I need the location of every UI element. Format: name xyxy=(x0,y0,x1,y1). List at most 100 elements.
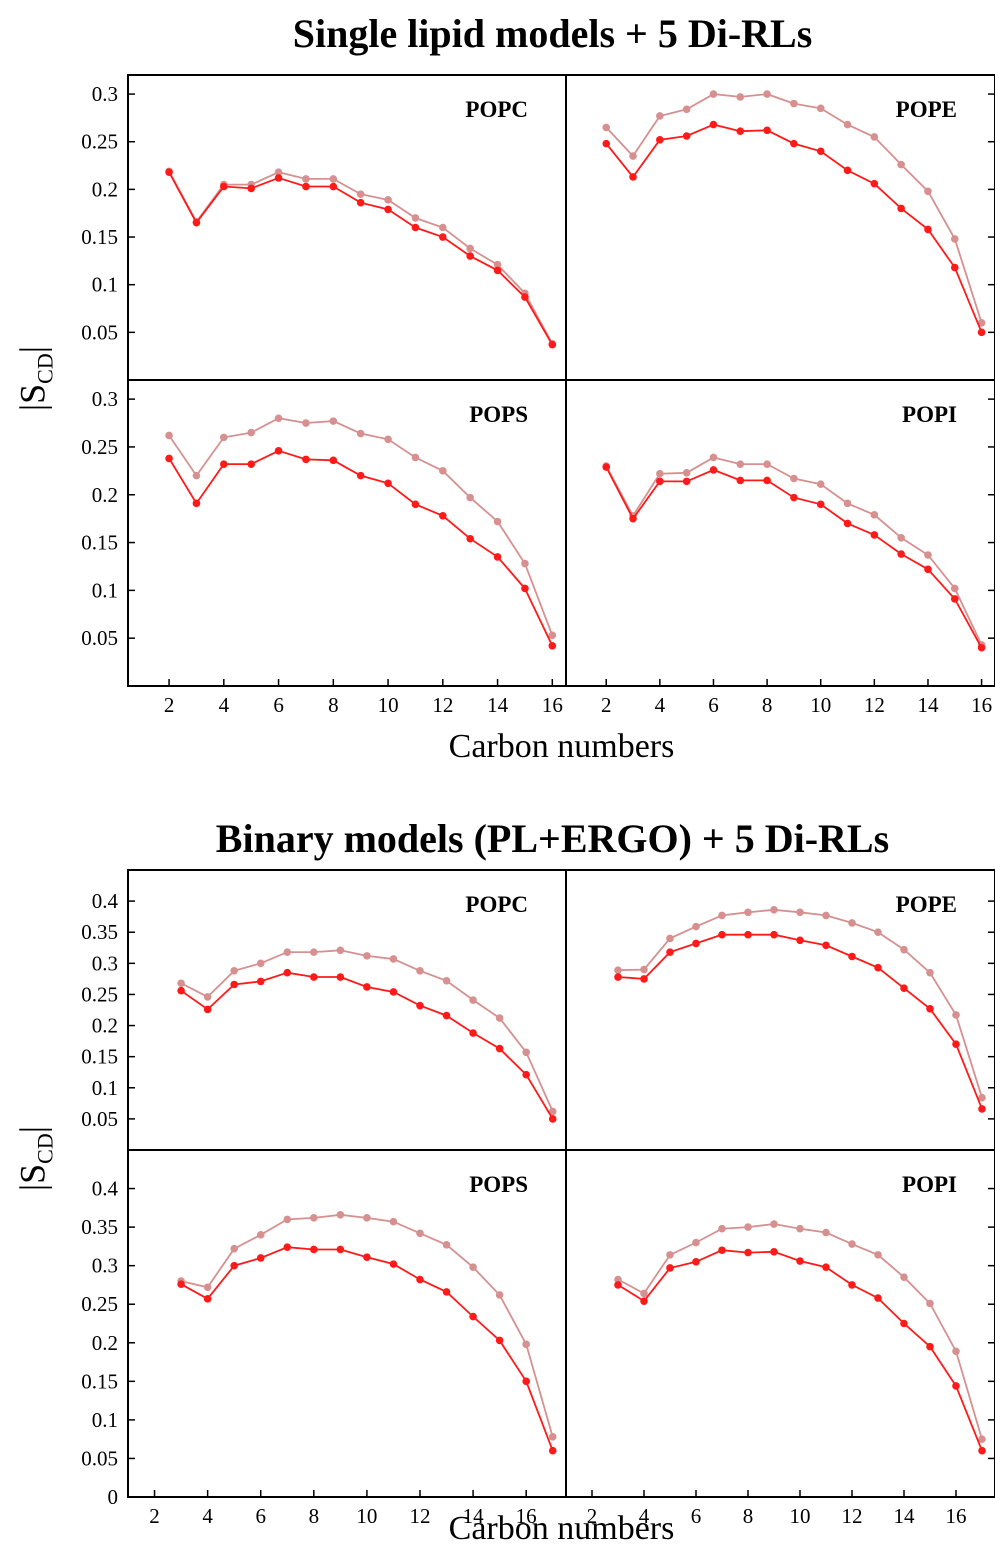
data-point-light xyxy=(666,934,674,943)
data-point-light xyxy=(493,260,502,269)
data-point-light xyxy=(192,471,201,480)
data-point-light xyxy=(356,190,365,198)
data-point-light xyxy=(469,1263,477,1272)
data-point-dark xyxy=(283,968,292,977)
y-tick-label: 0.1 xyxy=(92,273,118,297)
data-point-dark xyxy=(411,500,420,509)
data-point-dark xyxy=(302,455,310,464)
data-point-light xyxy=(790,474,798,483)
panel-label: POPC xyxy=(465,97,528,122)
data-point-light xyxy=(521,559,529,568)
data-point-dark xyxy=(310,973,318,981)
data-point-dark xyxy=(336,973,345,981)
y-tick-label: 0.2 xyxy=(92,1331,118,1355)
data-point-dark xyxy=(736,476,745,485)
x-tick-label: 4 xyxy=(639,1504,650,1528)
data-point-light xyxy=(952,1347,960,1356)
panel-frame xyxy=(127,869,995,1498)
data-point-light xyxy=(247,428,255,437)
data-point-dark xyxy=(666,1264,674,1272)
data-point-light xyxy=(763,90,771,98)
data-point-light xyxy=(666,1251,674,1259)
data-point-dark xyxy=(192,218,201,227)
x-tick-label: 2 xyxy=(149,1504,160,1528)
data-point-light xyxy=(900,1273,908,1282)
data-point-dark xyxy=(709,466,718,474)
data-point-dark xyxy=(763,126,771,135)
panel-label: POPS xyxy=(469,1172,528,1197)
data-point-dark xyxy=(790,493,798,502)
data-point-light xyxy=(736,460,745,468)
data-point-light xyxy=(203,1283,212,1292)
data-point-dark xyxy=(548,340,557,349)
y-tick-label: 0.25 xyxy=(81,982,118,1006)
data-point-light xyxy=(709,90,718,98)
data-point-dark xyxy=(230,1261,238,1270)
data-point-light xyxy=(336,1210,345,1219)
y-tick-label: 0.05 xyxy=(81,320,118,344)
data-point-light xyxy=(744,1223,752,1231)
data-point-dark xyxy=(952,1040,960,1049)
data-point-light xyxy=(977,319,986,327)
data-point-dark xyxy=(682,477,691,486)
panel-label: POPS xyxy=(469,402,528,427)
data-point-dark xyxy=(177,1280,185,1288)
data-point-light xyxy=(310,948,318,956)
data-point-light xyxy=(442,1241,451,1249)
data-point-light xyxy=(926,1299,934,1308)
data-point-dark xyxy=(469,1029,477,1037)
data-point-light xyxy=(870,511,879,519)
data-point-dark xyxy=(356,198,365,207)
data-point-light xyxy=(978,1435,986,1443)
data-point-light xyxy=(336,946,345,955)
data-point-light xyxy=(950,235,959,243)
data-point-dark xyxy=(822,1263,830,1272)
y-tick-label: 0.25 xyxy=(81,1292,118,1316)
data-point-light xyxy=(843,120,852,129)
data-point-light xyxy=(466,244,474,253)
data-point-light xyxy=(848,1240,856,1248)
data-point-light xyxy=(718,911,726,920)
x-tick-label: 2 xyxy=(601,693,612,717)
x-tick-label: 16 xyxy=(542,693,563,717)
data-point-light xyxy=(924,551,932,559)
data-point-light xyxy=(843,499,852,508)
data-point-light xyxy=(548,631,557,640)
data-point-light xyxy=(796,1224,804,1233)
y-tick-label: 0.25 xyxy=(81,435,118,459)
data-point-light xyxy=(770,906,778,914)
data-point-light xyxy=(656,469,664,478)
panel-label: POPE xyxy=(896,97,957,122)
data-point-dark xyxy=(848,1281,856,1289)
x-tick-label: 10 xyxy=(790,1504,811,1528)
x-tick-label: 10 xyxy=(810,693,831,717)
data-point-light xyxy=(165,431,173,440)
data-point-light xyxy=(256,959,265,968)
data-point-dark xyxy=(796,936,804,945)
data-point-light xyxy=(682,105,691,114)
data-point-dark xyxy=(870,179,879,188)
data-point-dark xyxy=(950,263,959,272)
data-point-light xyxy=(874,928,882,937)
data-point-light xyxy=(682,468,691,477)
data-point-light xyxy=(329,417,338,425)
data-point-light xyxy=(203,993,212,1001)
data-point-dark xyxy=(614,973,622,981)
x-tick-label: 12 xyxy=(842,1504,863,1528)
data-point-dark xyxy=(656,136,664,144)
data-point-dark xyxy=(439,233,447,241)
series-line-light xyxy=(180,949,554,1112)
data-point-dark xyxy=(493,266,502,275)
data-point-dark xyxy=(978,1446,986,1455)
data-point-light xyxy=(230,967,238,975)
panel-label: POPC xyxy=(465,892,528,917)
data-point-light xyxy=(493,517,502,526)
data-point-light xyxy=(822,1228,830,1237)
data-point-dark xyxy=(416,1275,424,1284)
y-tick-label: 0.3 xyxy=(92,82,118,106)
data-point-dark xyxy=(203,1005,212,1014)
data-point-light xyxy=(548,1107,557,1116)
data-point-light xyxy=(522,1048,530,1057)
x-tick-label: 16 xyxy=(516,1504,537,1528)
